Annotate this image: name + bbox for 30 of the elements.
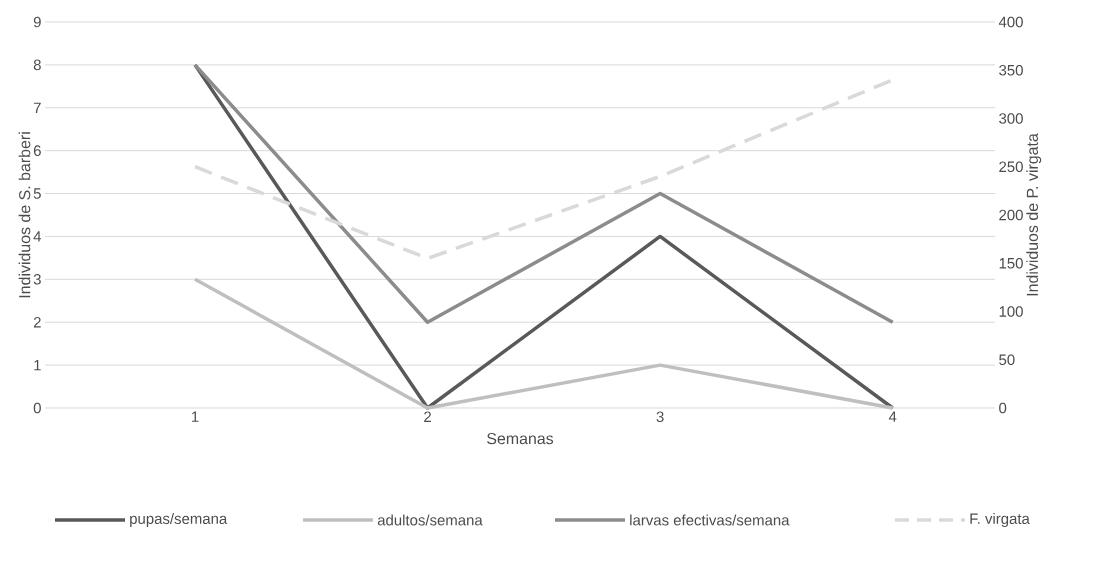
y-tick-label: 3 (33, 274, 41, 285)
y2-tick-label: 50 (999, 354, 1015, 366)
y-tick-label: 4 (33, 231, 42, 242)
x-tick-label: 2 (424, 411, 431, 422)
y2-tick-label: 100 (999, 306, 1023, 317)
y-tick-label: 9 (33, 16, 41, 28)
y2-tick-label: 250 (999, 161, 1023, 173)
x-tick-label: 1 (191, 411, 199, 422)
y-tick-label: 5 (33, 188, 41, 199)
y-tick-label: 6 (33, 145, 41, 156)
y2-tick-label: 300 (999, 113, 1023, 124)
legend-label: F. virgata (970, 513, 1030, 527)
y-tick-label: 2 (33, 317, 41, 328)
y-tick-label: 8 (33, 59, 41, 71)
y2-tick-label: 0 (999, 402, 1007, 414)
y2-tick-label: 350 (999, 64, 1023, 76)
y2-axis-title: Individuos de P. virgata (1026, 133, 1042, 296)
y-tick-label: 7 (33, 102, 41, 113)
legend-label: pupas/semana (130, 513, 228, 527)
x-tick-label: 3 (656, 411, 664, 423)
y2-tick-label: 200 (999, 209, 1023, 221)
y-tick-label: 0 (33, 402, 41, 414)
y2-tick-label: 400 (998, 16, 1023, 28)
y-tick-label: 1 (34, 359, 41, 371)
y-axis-title: Individuos de S. barberi (18, 132, 31, 298)
x-axis-title: Semanas (487, 432, 554, 445)
legend-label: adultos/semana (377, 514, 483, 526)
legend-label: larvas efectivas/semana (630, 514, 790, 526)
x-tick-label: 4 (888, 411, 897, 422)
y2-tick-label: 150 (999, 257, 1023, 269)
